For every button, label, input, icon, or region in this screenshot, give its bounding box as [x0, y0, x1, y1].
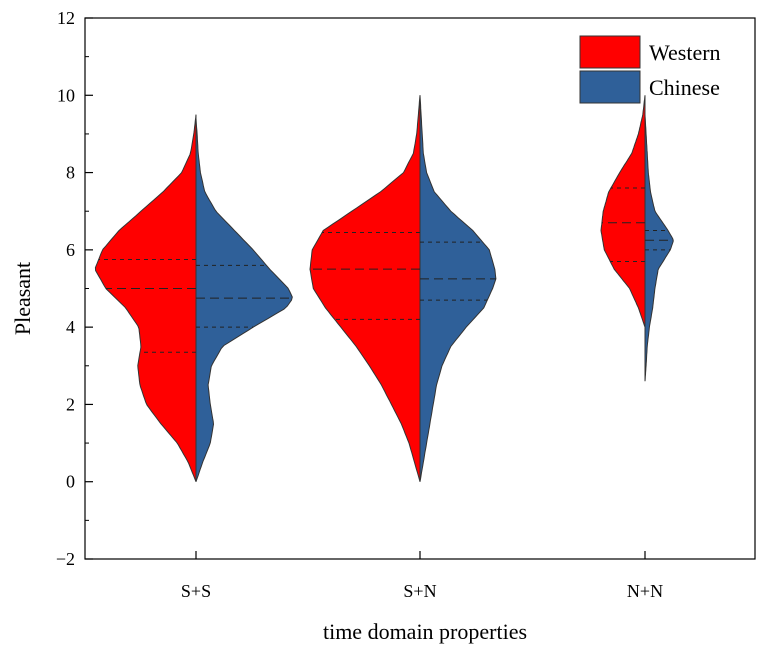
quartile-lines-layer — [98, 187, 674, 353]
x-axis-title: time domain properties — [323, 619, 527, 644]
violin-chinese-s-s — [195, 118, 293, 482]
y-tick-label: 8 — [66, 163, 75, 183]
y-tick-label: 12 — [57, 8, 75, 28]
y-tick-label: −2 — [56, 549, 75, 569]
y-axis: −2 0 2 4 6 8 10 12 — [56, 8, 93, 569]
legend-label-chinese: Chinese — [649, 75, 720, 100]
violin-western-s-n — [309, 95, 421, 482]
x-tick-label-s-s: S+S — [181, 581, 211, 601]
y-tick-label: 6 — [66, 240, 75, 260]
violin-chinese-n-n — [644, 114, 674, 382]
violin-western-s-s — [94, 114, 197, 482]
x-tick-label-s-n: S+N — [403, 581, 436, 601]
legend-swatch-chinese — [579, 70, 641, 104]
y-tick-label: 2 — [66, 394, 75, 414]
legend-label-western: Western — [649, 40, 721, 65]
y-tick-label: 0 — [66, 472, 75, 492]
y-tick-label: 10 — [57, 85, 75, 105]
legend: Western Chinese — [579, 35, 721, 104]
legend-swatch-western — [579, 35, 641, 69]
x-tick-label-n-n: N+N — [627, 581, 663, 601]
y-axis-title: Pleasant — [10, 262, 35, 335]
violin-chinese-s-n — [419, 95, 497, 482]
violin-layer — [94, 95, 674, 482]
violin-western-n-n — [600, 95, 646, 328]
x-axis: S+S S+N N+N — [181, 551, 663, 601]
y-tick-label: 4 — [66, 317, 75, 337]
